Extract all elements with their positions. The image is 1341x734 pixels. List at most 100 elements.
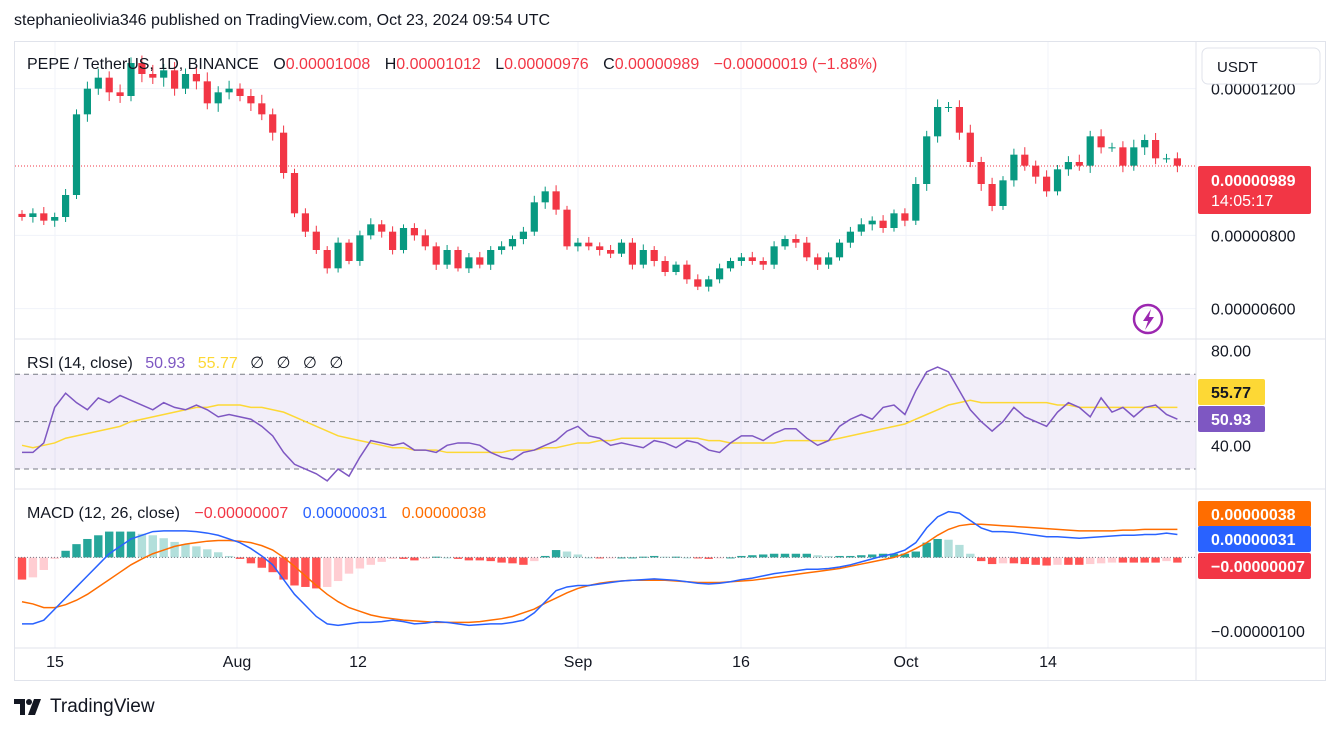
macd-hist-bar — [28, 557, 38, 578]
close-label: C — [603, 56, 615, 73]
rsi-ma-badge — [1198, 379, 1265, 405]
macd-hist-bar — [464, 557, 474, 561]
open-label: O — [273, 56, 285, 73]
candle-body — [825, 257, 833, 265]
candle-body — [465, 257, 473, 269]
macd-hist-bar — [900, 553, 910, 558]
macd-hist-bar — [355, 557, 365, 569]
candle-body — [552, 191, 560, 210]
macd-hist-bar — [453, 557, 463, 559]
macd-hist-bar — [235, 557, 245, 559]
candle-body — [323, 250, 331, 269]
candle-body — [1053, 169, 1062, 192]
candle-body — [639, 250, 647, 265]
candle-body — [1032, 165, 1040, 177]
macd-hist-bar — [715, 557, 724, 559]
macd-hist-bar — [704, 557, 713, 559]
rsi-value: 50.93 — [145, 355, 185, 372]
high-value: 0.00001012 — [396, 56, 481, 73]
macd-hist-bar — [966, 553, 975, 558]
time-tick-label: Sep — [564, 654, 593, 671]
candle-body — [803, 242, 811, 258]
rsi-extra-2: ∅ — [277, 355, 291, 372]
candle-body — [51, 217, 59, 221]
candle-body — [912, 184, 920, 221]
macd-hist-bar — [977, 557, 986, 562]
candle-body — [1141, 140, 1149, 148]
macd-hist-bar — [148, 535, 157, 558]
candle-body — [1097, 136, 1105, 148]
hist-badge — [1198, 553, 1311, 579]
candle-body — [356, 235, 364, 261]
macd-hist-bar — [987, 557, 997, 565]
macd-hist-bar — [333, 557, 343, 582]
macd-hist-bar — [911, 551, 920, 558]
candle-body — [726, 261, 735, 269]
candle-body — [203, 81, 211, 104]
macd-hist-bar — [1031, 557, 1040, 565]
candle-body — [781, 239, 789, 247]
macd-hist-bar — [780, 553, 790, 558]
candle-body — [1108, 147, 1116, 149]
time-tick-label: Oct — [894, 654, 919, 671]
macd-hist-bar — [802, 553, 811, 558]
macd-hist-bar — [192, 546, 201, 558]
rsi-tick-label: 80.00 — [1211, 343, 1251, 360]
candle-body — [890, 213, 898, 228]
macd-hist-bar — [301, 557, 310, 587]
macd-hist-bar — [1107, 557, 1117, 563]
candle-body — [181, 74, 190, 89]
macd-badge — [1198, 526, 1311, 552]
macd-hist-bar — [421, 557, 430, 559]
macd-hist-bar — [824, 555, 833, 558]
rsi-extra-4: ∅ — [329, 355, 343, 372]
macd-hist-bar — [72, 544, 81, 558]
candle-body — [334, 242, 342, 269]
macd-hist-bar — [998, 557, 1008, 564]
candle-body — [367, 224, 375, 236]
candle-body — [1064, 162, 1072, 170]
candle-body — [258, 103, 266, 115]
symbol-label[interactable]: PEPE / TetherUS, 1D, BINANCE O0.00001008… — [27, 56, 877, 73]
price-tick-label: 0.00000600 — [1211, 302, 1296, 319]
currency-button[interactable] — [1201, 47, 1321, 85]
footer-brand[interactable]: TradingView — [14, 696, 155, 718]
axes: 0.00001200 0.00000800 0.00000600 15 Aug 12 Sep… — [15, 42, 1325, 680]
macd-hist-bar — [551, 550, 561, 558]
lightning-icon[interactable] — [1132, 303, 1164, 335]
macd-hist-bar — [410, 557, 419, 561]
macd-hist-bar — [170, 541, 179, 558]
macd-hist-value: −0.00000007 — [194, 505, 288, 522]
candle-body — [705, 279, 713, 287]
low-label: L — [495, 56, 504, 73]
candle-body — [977, 162, 985, 184]
price-tick-label: 0.00000800 — [1211, 228, 1296, 245]
macd-hist-bar — [573, 554, 583, 558]
candle-body — [988, 184, 996, 206]
candle-body — [1152, 140, 1160, 159]
candle-body — [596, 246, 604, 250]
macd-hist-bar — [660, 556, 670, 558]
macd-signal-value: 0.00000038 — [402, 505, 487, 522]
macd-hist-bar — [137, 533, 147, 558]
candle-body — [541, 191, 549, 203]
macd-hist-bar — [857, 555, 866, 558]
close-value: 0.00000989 — [615, 56, 700, 73]
candle-body — [530, 202, 538, 232]
candle-body — [737, 257, 745, 261]
macd-hist-bar — [650, 555, 659, 558]
last-price-badge — [1198, 166, 1311, 214]
macd-legend[interactable]: MACD (12, 26, close) −0.00000007 0.00000… — [27, 505, 486, 522]
macd-hist-bar — [955, 544, 964, 558]
macd-hist-bar — [1173, 557, 1182, 563]
macd-badge-label: 0.00000031 — [1211, 532, 1296, 549]
candle-body — [770, 246, 778, 265]
macd-hist-bar — [1162, 557, 1171, 562]
candle-body — [498, 246, 506, 250]
rsi-legend[interactable]: RSI (14, close) 50.93 55.77 ∅ ∅ ∅ ∅ — [27, 355, 343, 372]
rsi-ma-line — [21, 399, 1178, 454]
candle-body — [846, 231, 854, 243]
change-value: −0.00000019 (−1.88%) — [714, 56, 878, 73]
candle-body — [127, 63, 135, 96]
